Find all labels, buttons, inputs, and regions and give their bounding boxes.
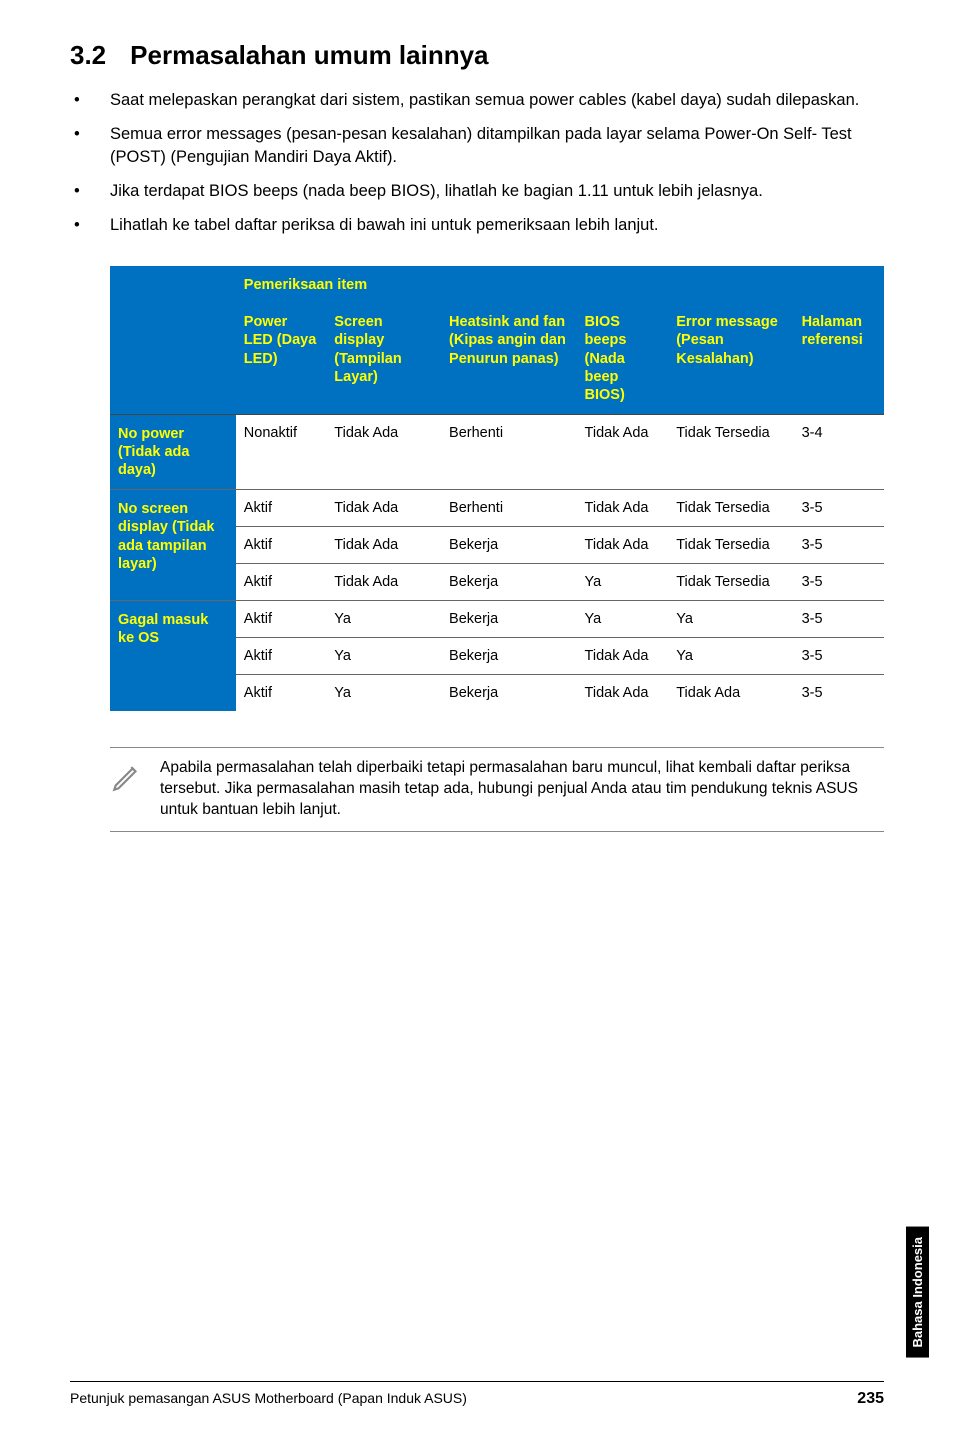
section-heading: 3.2 Permasalahan umum lainnya: [70, 40, 884, 71]
table-header-blank: [110, 267, 236, 304]
table-col-header: BIOS beeps (Nada beep BIOS): [577, 303, 669, 414]
table-cell: Ya: [577, 564, 669, 601]
table-cell: Bekerja: [441, 527, 577, 564]
bullet-dot: •: [70, 123, 110, 168]
table-row-group-label: Gagal masuk ke OS: [110, 601, 236, 712]
table-group-header: Pemeriksaan item: [236, 267, 884, 304]
table-cell: Tidak Tersedia: [668, 527, 793, 564]
table-cell: Tidak Ada: [326, 414, 441, 489]
table-col-header: Error message (Pesan Kesalahan): [668, 303, 793, 414]
table-cell: Aktif: [236, 638, 327, 675]
table-cell: 3-5: [794, 638, 884, 675]
table-cell: 3-5: [794, 675, 884, 712]
bullet-item: •Semua error messages (pesan-pesan kesal…: [70, 123, 884, 168]
table-cell: Ya: [668, 601, 793, 638]
table-cell: Tidak Ada: [577, 638, 669, 675]
bullet-text: Semua error messages (pesan-pesan kesala…: [110, 123, 884, 168]
table-cell: Ya: [326, 601, 441, 638]
table-cell: Ya: [668, 638, 793, 675]
table-cell: Aktif: [236, 564, 327, 601]
table-cell: Tidak Ada: [577, 490, 669, 527]
bullet-item: •Jika terdapat BIOS beeps (nada beep BIO…: [70, 180, 884, 202]
bullet-dot: •: [70, 89, 110, 111]
table-cell: Bekerja: [441, 564, 577, 601]
table-cell: Bekerja: [441, 601, 577, 638]
table-cell: Aktif: [236, 675, 327, 712]
table-cell: Tidak Ada: [326, 564, 441, 601]
table-cell: Tidak Ada: [326, 527, 441, 564]
section-title: Permasalahan umum lainnya: [130, 40, 488, 70]
table-cell: Tidak Tersedia: [668, 414, 793, 489]
table-cell: 3-4: [794, 414, 884, 489]
table-cell: Tidak Tersedia: [668, 490, 793, 527]
bullet-list: •Saat melepaskan perangkat dari sistem, …: [70, 89, 884, 236]
table-cell: Bekerja: [441, 638, 577, 675]
table-cell: Tidak Ada: [577, 414, 669, 489]
bullet-dot: •: [70, 214, 110, 236]
table-header-blank: [110, 303, 236, 414]
table-cell: 3-5: [794, 601, 884, 638]
footer-text: Petunjuk pemasangan ASUS Motherboard (Pa…: [70, 1390, 467, 1408]
page-number: 235: [857, 1390, 884, 1408]
bullet-text: Saat melepaskan perangkat dari sistem, p…: [110, 89, 884, 111]
language-tab: Bahasa Indonesia: [906, 1227, 929, 1358]
bullet-item: •Lihatlah ke tabel daftar periksa di baw…: [70, 214, 884, 236]
section-number: 3.2: [70, 40, 106, 70]
table-cell: Tidak Ada: [577, 675, 669, 712]
table-cell: Aktif: [236, 527, 327, 564]
pencil-icon: [110, 758, 160, 799]
page-footer: Petunjuk pemasangan ASUS Motherboard (Pa…: [70, 1381, 884, 1408]
table-col-header: Screen display (Tampilan Layar): [326, 303, 441, 414]
troubleshoot-table: Pemeriksaan item Power LED (Daya LED) Sc…: [110, 266, 884, 711]
table-row-group-label: No screen display (Tidak ada tampilan la…: [110, 490, 236, 601]
table-cell: Tidak Ada: [326, 490, 441, 527]
table-cell: 3-5: [794, 527, 884, 564]
bullet-text: Lihatlah ke tabel daftar periksa di bawa…: [110, 214, 884, 236]
table-cell: Ya: [577, 601, 669, 638]
table-cell: Berhenti: [441, 490, 577, 527]
bullet-text: Jika terdapat BIOS beeps (nada beep BIOS…: [110, 180, 884, 202]
table-cell: Aktif: [236, 601, 327, 638]
table-cell: Aktif: [236, 490, 327, 527]
table-cell: Nonaktif: [236, 414, 327, 489]
bullet-dot: •: [70, 180, 110, 202]
table-col-header: Halaman referensi: [794, 303, 884, 414]
note-text: Apabila permasalahan telah diperbaiki te…: [160, 758, 884, 821]
table-col-header: Heatsink and fan (Kipas angin dan Penuru…: [441, 303, 577, 414]
bullet-item: •Saat melepaskan perangkat dari sistem, …: [70, 89, 884, 111]
table-cell: Ya: [326, 638, 441, 675]
table-cell: Tidak Tersedia: [668, 564, 793, 601]
table-row-group-label: No power (Tidak ada daya): [110, 414, 236, 489]
table-cell: Berhenti: [441, 414, 577, 489]
table-cell: 3-5: [794, 564, 884, 601]
note-block: Apabila permasalahan telah diperbaiki te…: [110, 747, 884, 832]
table-cell: Bekerja: [441, 675, 577, 712]
table-cell: Ya: [326, 675, 441, 712]
table-cell: 3-5: [794, 490, 884, 527]
table-cell: Tidak Ada: [668, 675, 793, 712]
table-col-header: Power LED (Daya LED): [236, 303, 327, 414]
table-cell: Tidak Ada: [577, 527, 669, 564]
